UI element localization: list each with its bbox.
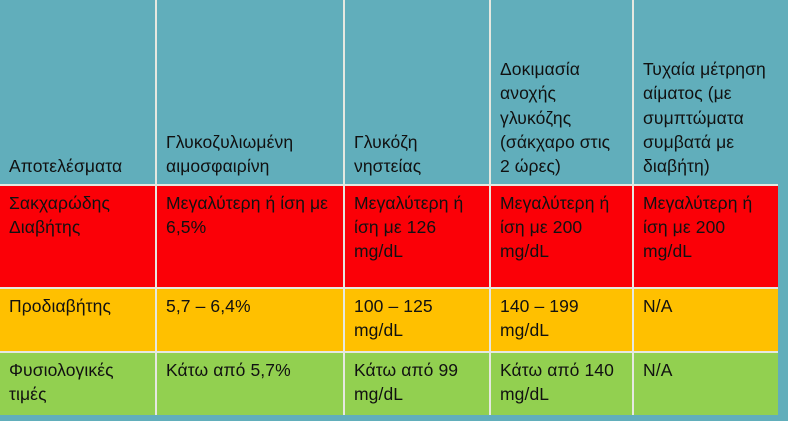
row-label-normal: Φυσιολογικές τιμές <box>0 353 155 415</box>
cell-normal-random: N/A <box>634 353 778 415</box>
row-label-prediabetes: Προδιαβήτης <box>0 289 155 351</box>
column-header-random-blood-test: Τυχαία μέτρηση αίματος (με συμπτώματα συ… <box>634 0 778 184</box>
column-header-results: Αποτελέσματα <box>0 0 155 184</box>
bottom-margin <box>0 421 788 424</box>
cell-normal-hba1c: Κάτω από 5,7% <box>157 353 343 415</box>
cell-prediabetes-fasting: 100 – 125 mg/dL <box>345 289 489 351</box>
column-header-fasting-glucose: Γλυκόζη νηστείας <box>345 0 489 184</box>
cell-normal-tolerance: Κάτω από 140 mg/dL <box>491 353 632 415</box>
cell-diabetes-fasting: Μεγαλύτερη ή ίση με 126 mg/dL <box>345 186 489 287</box>
column-header-hba1c: Γλυκοζυλιωμένη αιμοσφαιρίνη <box>157 0 343 184</box>
cell-diabetes-tolerance: Μεγαλύτερη ή ίση με 200 mg/dL <box>491 186 632 287</box>
cell-diabetes-hba1c: Μεγαλύτερη ή ίση με 6,5% <box>157 186 343 287</box>
column-header-glucose-tolerance: Δοκιμασία ανοχής γλυκόζης (σάκχαρο στις … <box>491 0 632 184</box>
cell-prediabetes-hba1c: 5,7 – 6,4% <box>157 289 343 351</box>
cell-diabetes-random: Μεγαλύτερη ή ίση με 200 mg/dL <box>634 186 778 287</box>
table-grid: Αποτελέσματα Γλυκοζυλιωμένη αιμοσφαιρίνη… <box>0 0 778 415</box>
row-label-diabetes: Σακχαρώδης Διαβήτης <box>0 186 155 287</box>
cell-prediabetes-random: N/A <box>634 289 778 351</box>
cell-prediabetes-tolerance: 140 – 199 mg/dL <box>491 289 632 351</box>
cell-normal-fasting: Κάτω από 99 mg/dL <box>345 353 489 415</box>
